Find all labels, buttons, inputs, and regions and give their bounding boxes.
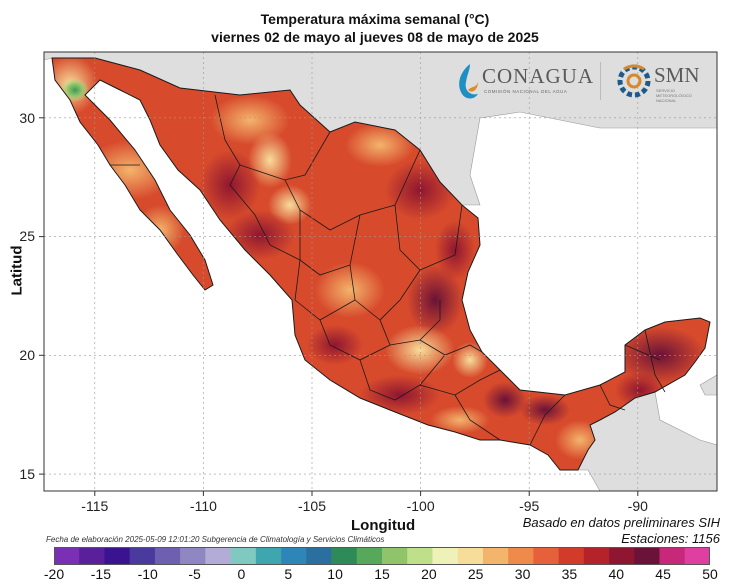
map-subtitle: viernes 02 de mayo al jueves 08 de mayo …: [211, 29, 539, 45]
colorbar-swatch: [382, 547, 408, 565]
colorbar-swatch: [230, 547, 257, 565]
colorbar-label: 30: [514, 566, 531, 582]
x-tick-label: -105: [298, 498, 326, 514]
y-tick-label: 25: [19, 228, 35, 244]
colorbar-swatch: [684, 547, 710, 565]
colorbar-label: 0: [237, 566, 246, 582]
colorbar-label: -10: [137, 566, 158, 582]
data-source-note: Basado en datos preliminares SIH: [522, 515, 720, 530]
colorbar: [54, 547, 710, 565]
colorbar-swatch: [331, 547, 358, 565]
colorbar-label: 5: [284, 566, 293, 582]
colorbar-swatch: [180, 547, 206, 565]
colorbar-swatch: [659, 547, 686, 565]
colorbar-label: 50: [702, 566, 718, 582]
state-borders: [110, 94, 666, 446]
colorbar-swatch: [281, 547, 307, 565]
conagua-subtitle: COMISIÓN NACIONAL DEL AGUA: [484, 89, 568, 94]
colorbar-swatch: [54, 547, 80, 565]
map-title: Temperatura máxima semanal (°C): [260, 11, 490, 27]
stations-count: Estaciones: 1156: [621, 531, 720, 546]
grid-lines: [44, 52, 717, 491]
colorbar-swatch: [407, 547, 433, 565]
colorbar-swatch: [457, 547, 484, 565]
colorbar-label: 35: [561, 566, 578, 582]
colorbar-label: 40: [608, 566, 625, 582]
smn-subtitle: SERVICIO METEOROLÓGICO NACIONAL: [656, 88, 692, 103]
cuba-landmass: [699, 374, 717, 396]
y-tick-label: 30: [19, 110, 35, 126]
x-tick-label: -110: [190, 498, 217, 514]
x-axis-label: Longitud: [351, 517, 416, 534]
x-tick-label: -95: [519, 498, 539, 514]
colorbar-swatch: [154, 547, 181, 565]
colorbar-swatch: [79, 547, 105, 565]
colorbar-label: 25: [467, 566, 484, 582]
colorbar-label: -5: [188, 566, 201, 582]
y-tick-label: 20: [19, 347, 35, 363]
y-tick-labels: 15 20 25 30: [19, 110, 35, 482]
x-tick-labels: -115 -110 -105 -100 -95 -90: [81, 498, 648, 514]
colorbar-swatch: [482, 547, 509, 565]
colorbar-swatch: [129, 547, 156, 565]
colorbar-label: -20: [43, 566, 65, 582]
colorbar-swatch: [609, 547, 635, 565]
x-tick-label: -115: [81, 498, 108, 514]
colorbar-label: 10: [327, 566, 343, 582]
colorbar-swatch: [356, 547, 383, 565]
x-tick-label: -90: [628, 498, 648, 514]
conagua-logo-icon: [459, 64, 478, 99]
smn-wordmark: SMN: [654, 63, 700, 87]
y-tick-label: 15: [19, 466, 35, 482]
colorbar-swatch: [205, 547, 231, 565]
colorbar-swatch: [634, 547, 660, 565]
colorbar-label: 20: [421, 566, 437, 582]
smn-logo-icon: [617, 64, 651, 98]
colorbar-swatch: [583, 547, 610, 565]
conagua-wordmark: CONAGUA: [482, 64, 594, 88]
temperature-field: [52, 58, 705, 460]
colorbar-swatch: [255, 547, 282, 565]
colorbar-label: 15: [374, 566, 390, 582]
colorbar-swatch: [104, 547, 130, 565]
plot-frame: [43, 51, 718, 492]
colorbar-swatch: [533, 547, 559, 565]
colorbar-swatch: [432, 547, 458, 565]
y-axis-label: Latitud: [8, 245, 26, 296]
tick-marks: [39, 117, 639, 496]
colorbar-label: -15: [90, 566, 111, 582]
colorbar-swatch: [558, 547, 585, 565]
creation-date-note: Fecha de elaboración 2025-05-09 12:01:20…: [46, 535, 385, 544]
colorbar-frame: [54, 547, 710, 565]
x-tick-label: -100: [407, 498, 435, 514]
logo-divider: [600, 62, 601, 100]
colorbar-swatch: [306, 547, 332, 565]
colorbar-label: 45: [655, 566, 671, 582]
logos-panel: CONAGUA COMISIÓN NACIONAL DEL AGUA SMN S…: [452, 58, 712, 106]
colorbar-swatch: [508, 547, 534, 565]
